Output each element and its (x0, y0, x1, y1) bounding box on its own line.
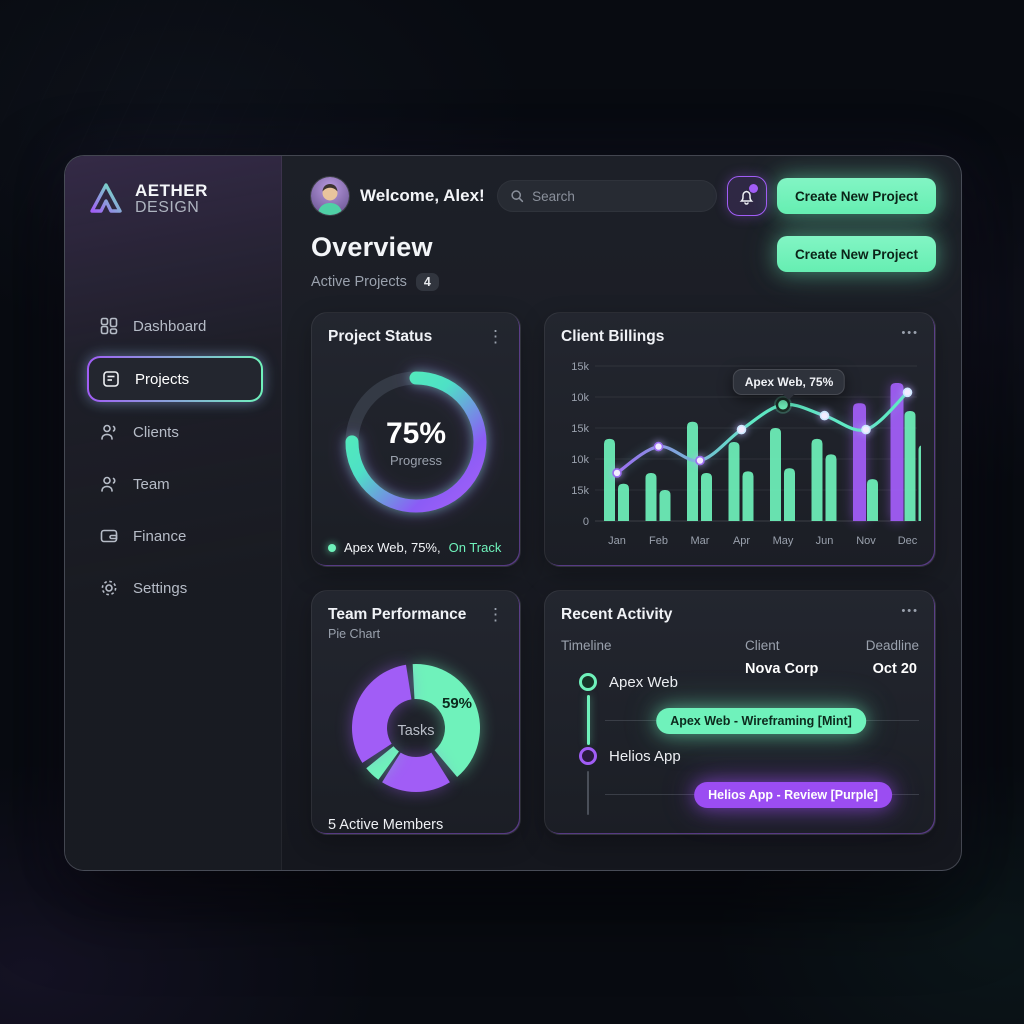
activity-column-headers: Timeline Client Deadline (561, 638, 919, 653)
card-title: Project Status (328, 328, 433, 345)
sidebar-item-settings[interactable]: Settings (87, 566, 263, 610)
active-projects-row: Active Projects 4 (311, 273, 936, 291)
avatar[interactable] (311, 177, 349, 215)
column-deadline: Deadline (865, 638, 919, 653)
create-new-project-button[interactable]: Create New Project (776, 178, 936, 214)
card-title: Team Performance (328, 606, 467, 623)
activity-timeline: Apex Web Nova Corp Oct 20 Apex Web - Wir… (561, 659, 919, 819)
svg-text:Mar: Mar (691, 535, 710, 547)
sidebar-item-label: Dashboard (133, 317, 207, 335)
legend-text: Apex Web, 75%, (344, 540, 441, 555)
sidebar-item-label: Settings (133, 579, 188, 597)
active-projects-label: Active Projects (311, 274, 407, 290)
svg-text:May: May (773, 535, 794, 547)
project-status-legend: Apex Web, 75%, On Track (328, 540, 504, 555)
active-members-text: 5 Active Members (328, 817, 444, 833)
brand-subname: DESIGN (135, 198, 200, 216)
pie-center-label: Tasks (397, 723, 435, 740)
card-title: Client Billings (561, 328, 665, 345)
brand-logo-icon (87, 180, 125, 218)
brand-name: AETHER (135, 180, 208, 200)
welcome-text: Welcome, Alex! (360, 186, 485, 205)
activity-badge-mint: Apex Web - Wireframing [Mint] (656, 708, 866, 734)
timeline-project[interactable]: Helios App (609, 748, 681, 765)
brand: AETHER DESIGN (87, 180, 263, 218)
ellipsis-menu-icon[interactable]: ••• (901, 605, 919, 617)
svg-text:15k: 15k (571, 423, 589, 435)
card-subtitle: Pie Chart (328, 627, 381, 641)
bell-icon (739, 190, 754, 205)
legend-status: On Track (448, 540, 502, 555)
sidebar-item-dashboard[interactable]: Dashboard (87, 304, 263, 348)
svg-text:Apr: Apr (733, 535, 750, 547)
svg-text:Nov: Nov (856, 535, 876, 547)
gear-icon (101, 580, 117, 596)
topbar: Welcome, Alex! Create New Project (311, 176, 936, 216)
wallet-icon (100, 529, 118, 543)
svg-text:15k: 15k (571, 485, 589, 497)
timeline-connector (587, 771, 589, 815)
svg-text:0: 0 (583, 516, 589, 528)
sidebar-item-projects[interactable]: Projects (87, 356, 263, 402)
timeline-client: Nova Corp (745, 661, 819, 677)
search-input[interactable] (532, 188, 704, 204)
active-projects-count-badge: 4 (415, 273, 439, 291)
timeline-project[interactable]: Apex Web (609, 674, 678, 691)
column-client: Client (745, 638, 780, 653)
timeline-dot-mint (579, 673, 597, 691)
tasks-pie-chart: Tasks 59% (331, 643, 501, 813)
activity-badge-purple: Helios App - Review [Purple] (694, 782, 892, 808)
legend-dot-icon (328, 543, 336, 552)
recent-activity-card: Recent Activity ••• Timeline Client Dead… (544, 590, 936, 835)
people-icon (101, 424, 116, 440)
progress-caption: Progress (389, 452, 443, 468)
billing-bar-line-chart: 15k 10k 15k 10k 15k 0 Jan Feb Mar Apr May Jun Nov Dec… (561, 352, 921, 557)
client-billings-card: Client Billings ••• 15k 10k 15k 10k 15k 0 Jan F… (544, 312, 936, 567)
svg-text:10k: 10k (571, 392, 589, 404)
main-content: Welcome, Alex! Create New Project Create… (282, 156, 961, 870)
sidebar-item-team[interactable]: Team (87, 462, 263, 506)
progress-percent: 75% (385, 416, 447, 450)
search-icon (511, 190, 524, 203)
svg-text:Dec: Dec (898, 535, 918, 547)
chart-tooltip: Apex Web, 75% (732, 368, 846, 395)
pie-slice-value: 59% (442, 695, 473, 712)
sidebar-item-finance[interactable]: Finance (87, 514, 263, 558)
svg-text:Jun: Jun (816, 535, 834, 547)
sidebar-nav: Dashboard Projects Clients Team (87, 304, 263, 610)
sidebar-item-label: Team (133, 475, 170, 493)
search-bar[interactable] (496, 180, 717, 212)
svg-text:10k: 10k (571, 454, 589, 466)
ellipsis-menu-icon[interactable]: ••• (901, 327, 919, 339)
timeline-dot-purple (579, 747, 597, 765)
document-icon (103, 371, 119, 387)
project-status-card: Project Status ⋮ 75% Progress Apex Web, … (311, 312, 521, 567)
dashboard-window: AETHER DESIGN Dashboard Projects (64, 155, 962, 871)
sidebar-item-label: Projects (135, 370, 190, 388)
sidebar-item-label: Clients (133, 423, 179, 441)
svg-text:Jan: Jan (608, 535, 626, 547)
kebab-menu-icon[interactable]: ⋮ (487, 605, 504, 624)
kebab-menu-icon[interactable]: ⋮ (487, 327, 504, 346)
notification-bell-button[interactable] (726, 176, 767, 216)
team-performance-card: Team Performance ⋮ Pie Chart Tasks 59% 5… (311, 590, 521, 835)
progress-donut-chart: 75% Progress (328, 354, 504, 530)
cards-grid: Project Status ⋮ 75% Progress Apex Web, … (311, 312, 936, 835)
sidebar-item-label: Finance (133, 527, 187, 545)
dashboard-grid-icon (100, 317, 118, 335)
sidebar: AETHER DESIGN Dashboard Projects (65, 156, 282, 870)
svg-text:Feb: Feb (649, 535, 668, 547)
people-icon (101, 476, 116, 492)
create-new-project-button-secondary[interactable]: Create New Project (776, 236, 936, 272)
notification-badge (748, 184, 758, 193)
page-title: Overview (311, 232, 433, 262)
svg-text:15k: 15k (571, 361, 589, 373)
column-timeline: Timeline (561, 638, 612, 653)
card-title: Recent Activity (561, 606, 673, 623)
timeline-deadline: Oct 20 (872, 661, 917, 677)
sidebar-item-clients[interactable]: Clients (87, 410, 263, 454)
timeline-connector (587, 695, 590, 745)
